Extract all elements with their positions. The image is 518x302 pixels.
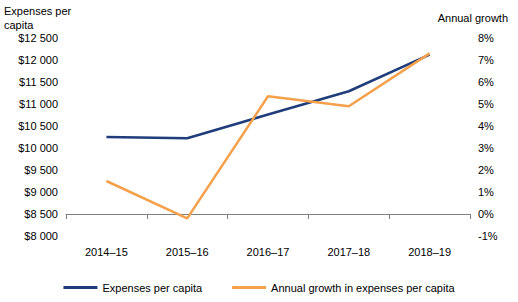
svg-text:2%: 2% (478, 164, 494, 176)
svg-text:capita: capita (4, 19, 34, 31)
svg-text:0%: 0% (478, 208, 494, 220)
svg-text:-1%: -1% (478, 230, 498, 242)
svg-text:2015–16: 2015–16 (166, 246, 209, 258)
svg-text:Annual growth in expenses per: Annual growth in expenses per capita (271, 282, 455, 294)
svg-text:$10 000: $10 000 (18, 142, 58, 154)
svg-text:8%: 8% (478, 32, 494, 44)
svg-text:Annual growth: Annual growth (438, 12, 508, 24)
svg-text:$11 000: $11 000 (19, 98, 58, 110)
svg-text:6%: 6% (478, 76, 494, 88)
svg-text:$9 500: $9 500 (24, 164, 58, 176)
svg-text:Expenses per capita: Expenses per capita (102, 282, 203, 294)
svg-text:$10 500: $10 500 (18, 120, 58, 132)
svg-text:$12 000: $12 000 (18, 54, 58, 66)
svg-text:7%: 7% (478, 54, 494, 66)
svg-text:2018–19: 2018–19 (408, 246, 451, 258)
svg-text:4%: 4% (478, 120, 494, 132)
svg-text:2017–18: 2017–18 (327, 246, 370, 258)
svg-text:Expenses per: Expenses per (4, 5, 74, 17)
svg-text:3%: 3% (478, 142, 494, 154)
svg-text:5%: 5% (478, 98, 494, 110)
svg-text:$8 500: $8 500 (24, 208, 58, 220)
svg-text:$9 000: $9 000 (24, 186, 58, 198)
svg-text:$11 500: $11 500 (19, 76, 58, 88)
svg-text:2014–15: 2014–15 (85, 246, 128, 258)
svg-text:$8 000: $8 000 (24, 230, 58, 242)
svg-text:1%: 1% (478, 186, 494, 198)
svg-text:$12 500: $12 500 (18, 32, 58, 44)
svg-text:2016–17: 2016–17 (247, 246, 290, 258)
